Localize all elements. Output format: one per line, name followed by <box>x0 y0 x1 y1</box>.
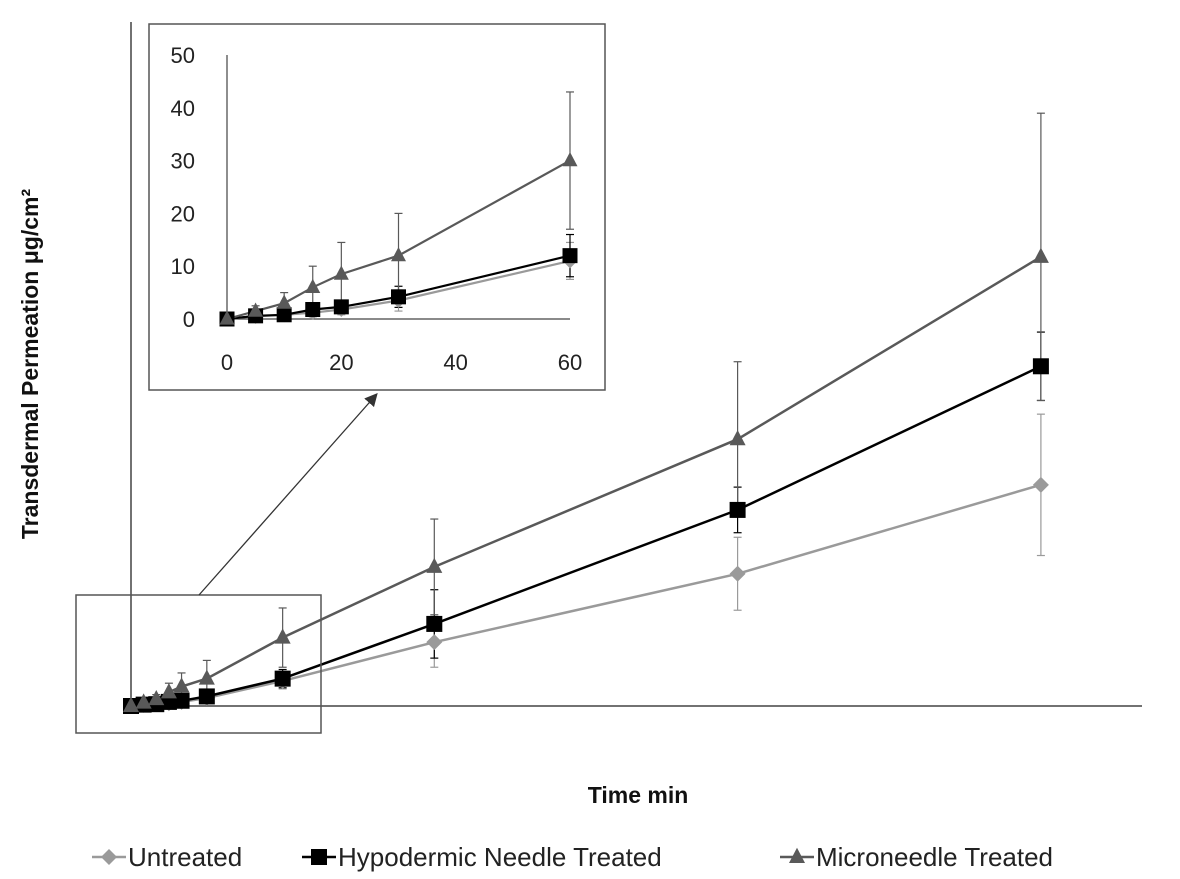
main-line-hypodermic <box>130 365 1042 708</box>
legend: Untreated Hypodermic Needle Treated Micron… <box>92 842 1053 872</box>
zoom-arrow <box>198 393 378 596</box>
legend-item-microneedle: Microneedle Treated <box>780 842 1053 872</box>
inset-x-tick-label: 60 <box>558 350 582 375</box>
inset-point-microneedle <box>391 247 406 262</box>
main-point-microneedle <box>160 683 177 699</box>
main-point-hypodermic <box>198 688 215 705</box>
main-point-untreated <box>426 634 443 651</box>
inset-y-tick-label: 50 <box>171 43 195 68</box>
main-point-microneedle <box>198 669 215 685</box>
inset-y-tick-label: 20 <box>171 201 195 226</box>
inset-y-tick-label: 0 <box>183 307 195 332</box>
inset-x-tick-labels: 0 20 40 60 <box>221 350 582 375</box>
main-point-hypodermic <box>729 501 746 518</box>
legend-label-untreated: Untreated <box>128 842 242 872</box>
zoom-region-box <box>75 594 322 734</box>
y-axis-title: Transdermal Permeation μg/cm² <box>17 189 43 540</box>
legend-label-microneedle: Microneedle Treated <box>816 842 1053 872</box>
main-series-markers <box>123 247 1049 714</box>
main-point-hypodermic <box>173 692 190 709</box>
inset-point-microneedle <box>276 294 292 309</box>
legend-item-untreated: Untreated <box>92 842 242 872</box>
inset-point-microneedle <box>305 278 321 293</box>
inset-point-hypodermic <box>333 299 349 315</box>
main-point-microneedle <box>729 430 746 446</box>
legend-marker-untreated <box>101 849 117 865</box>
inset-point-microneedle <box>219 310 235 325</box>
inset-point-microneedle <box>333 265 349 280</box>
main-point-microneedle <box>173 677 190 693</box>
inset-y-tick-labels: 0 10 20 30 40 50 <box>171 43 195 332</box>
inset-x-tick-label: 20 <box>329 350 353 375</box>
main-point-microneedle <box>135 693 152 709</box>
main-point-hypodermic <box>1032 358 1049 375</box>
main-point-hypodermic <box>426 615 443 632</box>
inset-point-hypodermic <box>305 301 321 317</box>
main-point-microneedle <box>1032 247 1049 263</box>
legend-label-hypodermic: Hypodermic Needle Treated <box>338 842 662 872</box>
main-point-microneedle <box>274 628 291 644</box>
inset-point-hypodermic <box>562 248 578 264</box>
main-point-microneedle <box>426 557 443 573</box>
legend-marker-hypodermic <box>311 849 327 865</box>
inset-frame <box>148 23 606 391</box>
inset-series-markers <box>219 151 578 327</box>
main-point-microneedle <box>148 689 165 706</box>
inset-point-hypodermic <box>276 307 292 323</box>
legend-marker-microneedle <box>789 847 805 863</box>
main-point-untreated <box>729 565 746 582</box>
main-point-microneedle <box>123 696 139 712</box>
main-point-hypodermic <box>274 670 291 687</box>
inset-y-tick-label: 10 <box>171 254 195 279</box>
inset-x-tick-label: 40 <box>443 350 467 375</box>
x-axis-title: Time min <box>588 782 689 808</box>
inset-y-tick-label: 30 <box>171 149 195 174</box>
main-point-untreated <box>1032 476 1049 493</box>
inset-y-tick-label: 40 <box>171 96 195 121</box>
inset-x-tick-label: 0 <box>221 350 233 375</box>
inset-point-hypodermic <box>391 289 406 305</box>
inset-point-microneedle <box>562 151 578 167</box>
inset-point-microneedle <box>248 302 264 317</box>
legend-item-hypodermic: Hypodermic Needle Treated <box>302 842 662 872</box>
